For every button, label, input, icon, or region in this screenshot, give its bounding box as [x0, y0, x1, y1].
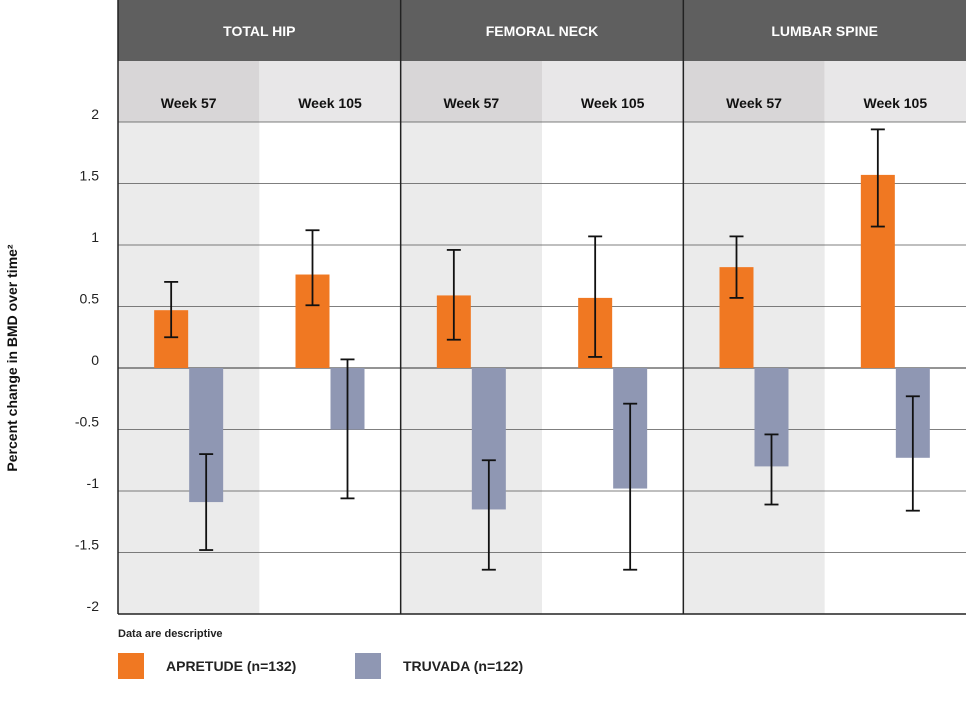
footnote: Data are descriptive [118, 628, 223, 640]
y-tick-label: -0.5 [75, 414, 99, 430]
y-tick-label: 1 [91, 229, 99, 245]
category-label: Week 57 [726, 95, 782, 111]
group-header-label: FEMORAL NECK [486, 23, 599, 39]
subheader-bg [118, 61, 260, 122]
y-tick-label: -1 [87, 475, 100, 491]
category-label: Week 105 [298, 95, 362, 111]
subheader-bg [259, 61, 401, 122]
legend-label-apretude: APRETUDE (n=132) [166, 658, 297, 674]
y-axis-label: Percent change in BMD over time² [4, 244, 20, 472]
group-header-total-hip [118, 0, 401, 61]
group-header-label: LUMBAR SPINE [771, 23, 878, 39]
subheader-bg [824, 61, 966, 122]
legend-label-truvada: TRUVADA (n=122) [403, 658, 524, 674]
y-tick-label: 2 [91, 106, 99, 122]
subheader-bg [683, 61, 825, 122]
legend-swatch-truvada [355, 653, 381, 679]
group-header-label: TOTAL HIP [223, 23, 295, 39]
subheader-bg [400, 61, 542, 122]
y-tick-label: -1.5 [75, 537, 99, 553]
legend-item-apretude: APRETUDE (n=132) [118, 652, 296, 680]
legend-swatch-apretude [118, 653, 144, 679]
legend-item-truvada: TRUVADA (n=122) [355, 652, 523, 680]
subheader-bg [542, 61, 684, 122]
category-label: Week 105 [581, 95, 645, 111]
group-header-femoral-neck [400, 0, 684, 61]
group-header-lumbar-spine [683, 0, 966, 61]
category-label: Week 57 [161, 95, 217, 111]
y-tick-label: 0.5 [80, 291, 100, 307]
category-label: Week 105 [864, 95, 928, 111]
y-tick-label: -2 [87, 598, 100, 614]
y-tick-label: 1.5 [80, 168, 100, 184]
category-label: Week 57 [443, 95, 499, 111]
y-tick-label: 0 [91, 352, 99, 368]
